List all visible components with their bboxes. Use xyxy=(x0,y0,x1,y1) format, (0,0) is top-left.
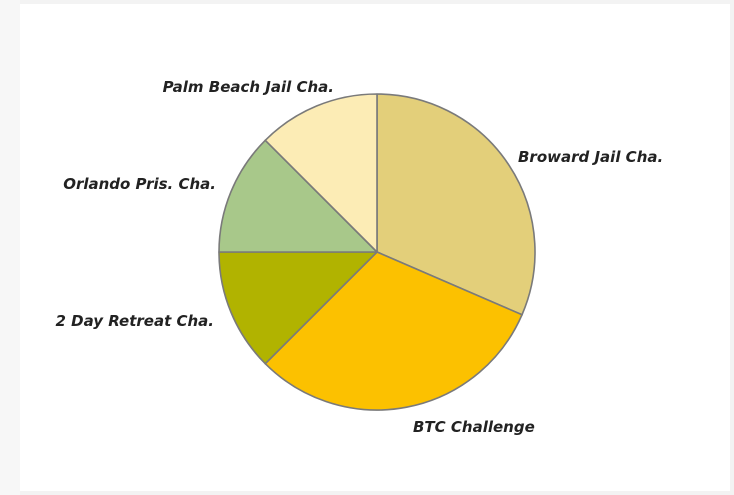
pie-slice-3 xyxy=(218,251,378,365)
slice-label-3: 2 Day Retreat Cha. xyxy=(55,312,214,330)
slice-label-4: Orlando Pris. Cha. xyxy=(63,175,216,193)
pie-labels: Broward Jail Cha. BTC Challenge 2 Day Retr… xyxy=(55,78,663,436)
pie-slice-2 xyxy=(264,251,523,411)
pie-slice-1 xyxy=(376,93,536,316)
pie-slices xyxy=(218,93,536,411)
pie-slice-4 xyxy=(218,139,378,253)
slice-label-2: BTC Challenge xyxy=(413,418,535,436)
left-edge xyxy=(0,0,20,495)
slice-label-1: Broward Jail Cha. xyxy=(518,148,663,166)
slice-label-5: Palm Beach Jail Cha. xyxy=(163,78,334,96)
pie-slice-5 xyxy=(264,93,378,253)
